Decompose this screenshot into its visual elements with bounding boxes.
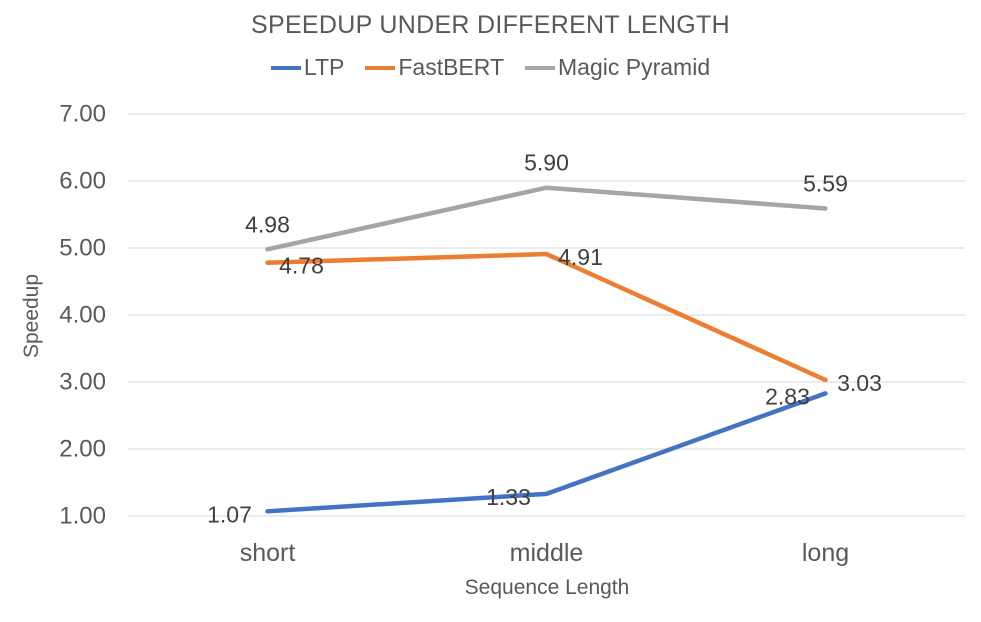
data-label: 4.98 bbox=[245, 211, 290, 237]
y-axis-title: Speedup bbox=[20, 273, 43, 359]
data-label: 4.91 bbox=[558, 244, 603, 270]
series-line-ltp bbox=[265, 391, 828, 514]
series-line-fastbert bbox=[265, 251, 828, 383]
legend-line-swatch bbox=[525, 65, 556, 70]
data-label: 2.83 bbox=[765, 383, 810, 409]
data-label: 5.90 bbox=[524, 150, 569, 176]
legend-item-magic-pyramid: Magic Pyramid bbox=[525, 54, 710, 81]
legend-line-swatch bbox=[270, 65, 301, 70]
chart-legend: LTP FastBERT Magic Pyramid bbox=[0, 54, 981, 81]
y-tick-label: 1.00 bbox=[59, 503, 106, 530]
x-category-label: long bbox=[802, 539, 849, 567]
legend-line-swatch bbox=[365, 65, 396, 70]
series-line-magic-pyramid bbox=[265, 185, 828, 252]
legend-label: LTP bbox=[303, 54, 345, 80]
legend-label: FastBERT bbox=[398, 54, 505, 80]
x-category-label: middle bbox=[510, 539, 584, 567]
y-tick-label: 7.00 bbox=[59, 101, 106, 128]
x-category-label: short bbox=[240, 539, 296, 567]
y-tick-label: 4.00 bbox=[59, 302, 106, 329]
y-tick-label: 3.00 bbox=[59, 369, 106, 396]
chart-title: SPEEDUP UNDER DIFFERENT LENGTH bbox=[251, 11, 730, 39]
data-label: 5.59 bbox=[803, 170, 848, 196]
x-axis-title: Sequence Length bbox=[464, 576, 630, 599]
legend-label: Magic Pyramid bbox=[558, 54, 711, 80]
legend-item-ltp: LTP bbox=[270, 54, 345, 81]
y-tick-label: 2.00 bbox=[59, 436, 106, 463]
y-tick-label: 6.00 bbox=[59, 168, 106, 195]
y-tick-label: 5.00 bbox=[59, 235, 106, 262]
data-label: 4.78 bbox=[279, 253, 324, 279]
data-label: 1.33 bbox=[486, 484, 531, 510]
legend-item-fastbert: FastBERT bbox=[365, 54, 504, 81]
data-label: 1.07 bbox=[207, 501, 252, 527]
data-label: 3.03 bbox=[837, 370, 882, 396]
